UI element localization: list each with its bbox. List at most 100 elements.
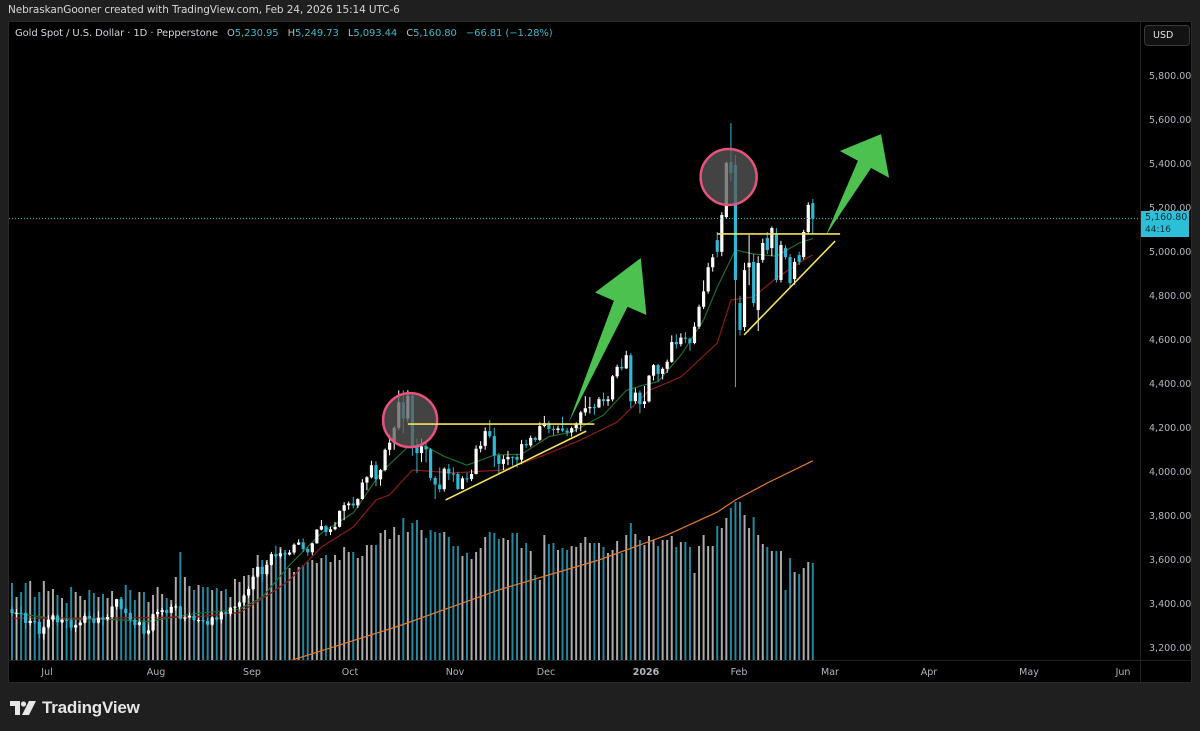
candle-body: [187, 615, 192, 618]
candle-body: [283, 553, 287, 555]
volume-bar: [393, 527, 396, 661]
tradingview-logo[interactable]: TradingView: [10, 698, 140, 718]
volume-bar: [734, 502, 737, 661]
candle-body: [497, 455, 501, 464]
candle-body: [433, 477, 437, 485]
candle-body: [178, 606, 182, 619]
time-tick-label: Sep: [243, 667, 261, 678]
candle-body: [520, 444, 524, 460]
candle-body: [806, 204, 810, 232]
volume-bar: [15, 597, 18, 661]
candle-body: [105, 617, 110, 620]
candle-body: [415, 446, 419, 454]
candle-body: [306, 549, 310, 553]
candle-body: [388, 442, 392, 450]
candle-body: [301, 542, 305, 550]
symbol-legend: Gold Spot / U.S. Dollar · 1D · Peppersto…: [15, 28, 553, 39]
highlight-circle: [699, 147, 758, 207]
time-tick-label: Jun: [1115, 667, 1131, 678]
price-tick-label: 5,800.00: [1149, 71, 1192, 82]
volume-bar: [320, 558, 323, 661]
volume-bar: [770, 551, 773, 661]
candle-body: [620, 366, 624, 369]
price-tick-label: 5,600.00: [1149, 115, 1192, 126]
volume-bar: [766, 547, 769, 661]
highlight-circle: [381, 391, 439, 449]
volume-bar: [402, 518, 405, 661]
candle-body: [315, 529, 319, 544]
candle-body: [287, 552, 292, 555]
candle-body: [137, 622, 141, 625]
volume-bar: [811, 563, 814, 661]
currency-button[interactable]: USD: [1144, 25, 1190, 46]
volume-bar: [456, 546, 459, 661]
chart-pane[interactable]: Gold Spot / U.S. Dollar · 1D · Peppersto…: [8, 21, 1192, 683]
candle-body: [560, 428, 565, 431]
price-tick-label: 5,400.00: [1149, 159, 1192, 170]
volume-bar: [702, 535, 705, 661]
volume-bar: [502, 538, 505, 661]
volume-bar: [634, 534, 637, 661]
volume-bar: [33, 597, 36, 661]
volume-bar: [529, 551, 532, 661]
symbol-title[interactable]: Gold Spot / U.S. Dollar · 1D · Peppersto…: [15, 28, 218, 39]
candle-body: [574, 423, 578, 429]
volume-bar: [807, 562, 810, 661]
volume-bar: [79, 596, 82, 661]
volume-bar: [352, 552, 355, 661]
volume-bar: [279, 547, 282, 661]
volume-bar: [729, 508, 732, 661]
candle-body: [228, 607, 232, 614]
candle-body: [210, 617, 214, 625]
candle-body: [419, 446, 424, 454]
candle-body: [342, 505, 346, 511]
candle-body: [37, 621, 41, 634]
volume-bar: [306, 562, 309, 661]
volume-bar: [365, 545, 368, 661]
volume-bar: [65, 603, 68, 661]
volume-bar: [547, 544, 550, 661]
candle-body: [565, 430, 569, 433]
volume-bar: [324, 555, 327, 661]
candle-body: [665, 361, 669, 369]
candle-body: [251, 576, 255, 590]
candle-body: [624, 355, 628, 369]
volume-bar: [375, 545, 377, 661]
volume-bar: [638, 540, 641, 661]
time-axis[interactable]: Jul Aug Sep Oct Nov Dec 2026 Feb Mar Apr May Jun: [9, 660, 1140, 682]
candle-body: [538, 426, 542, 440]
candle-body: [156, 611, 160, 615]
volume-bar: [261, 560, 264, 661]
volume-bar: [51, 589, 54, 661]
candle-body: [378, 470, 383, 480]
price-tick-label: 4,200.00: [1149, 423, 1192, 434]
volume-bar: [284, 550, 286, 661]
volume-bar: [243, 576, 246, 661]
price-chart[interactable]: [9, 22, 1192, 682]
volume-bar: [488, 532, 491, 661]
candle-body: [547, 423, 551, 429]
candle-body: [119, 599, 123, 609]
volume-bar: [379, 533, 382, 661]
candle-body: [715, 240, 719, 252]
volume-bar: [447, 537, 450, 661]
time-tick-label: 2026: [632, 667, 660, 678]
volume-bar: [202, 587, 205, 661]
volume-bar: [497, 539, 500, 661]
volume-bar: [661, 540, 664, 661]
price-axis[interactable]: [1140, 22, 1192, 660]
volume-bar: [215, 588, 218, 661]
candle-body: [460, 478, 465, 489]
volume-bar: [525, 543, 528, 661]
volume-bar: [698, 546, 701, 661]
volume-bar: [138, 592, 141, 661]
candle-body: [456, 474, 460, 489]
candle-body: [96, 617, 101, 623]
candle-body: [683, 337, 687, 339]
candle-body: [588, 407, 592, 409]
volume-bar: [711, 546, 714, 661]
candle-body: [74, 625, 78, 628]
volume-bar: [270, 560, 273, 661]
candle-body: [215, 617, 219, 620]
price-tick-label: 4,800.00: [1149, 291, 1192, 302]
